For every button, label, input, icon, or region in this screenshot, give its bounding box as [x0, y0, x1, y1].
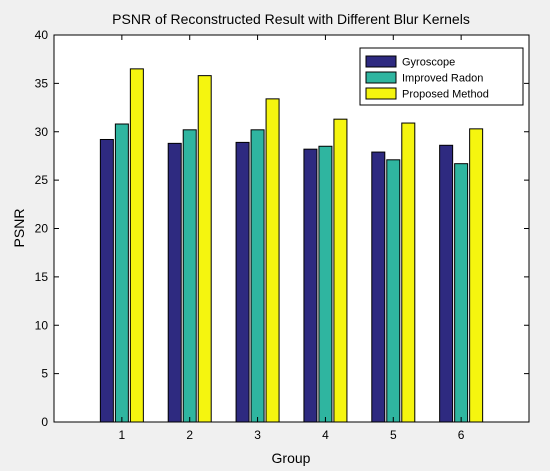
- y-tick-label: 15: [35, 270, 49, 284]
- bar-improved-radon-group-3: [250, 129, 265, 423]
- bar-gyroscope-group-4: [303, 148, 318, 423]
- x-tick-label: 2: [186, 428, 193, 442]
- y-tick-label: 20: [35, 222, 49, 236]
- legend-swatch-improved-radon: [365, 71, 397, 84]
- bar-proposed-method-group-6: [469, 128, 484, 423]
- bar-gyroscope-group-2: [167, 142, 182, 423]
- legend: Gyroscope Improved Radon Proposed Method: [359, 47, 524, 106]
- bar-gyroscope-group-1: [99, 138, 114, 423]
- x-tick-label: 3: [254, 428, 261, 442]
- legend-label-proposed-method: Proposed Method: [402, 89, 489, 101]
- x-tick-label: 1: [119, 428, 126, 442]
- bar-improved-radon-group-4: [318, 145, 333, 423]
- legend-label-gyroscope: Gyroscope: [402, 57, 455, 69]
- x-axis-label: Group: [272, 450, 311, 466]
- legend-swatch-gyroscope: [365, 55, 397, 68]
- bar-proposed-method-group-1: [129, 68, 144, 423]
- bar-proposed-method-group-5: [401, 122, 416, 423]
- bar-improved-radon-group-2: [182, 129, 197, 423]
- y-axis-ticks: 0 5 10 15 20 25 30 35 40: [35, 28, 529, 429]
- bar-proposed-method-group-3: [265, 98, 280, 423]
- bar-improved-radon-group-1: [114, 123, 129, 423]
- y-tick-label: 25: [35, 173, 49, 187]
- bar-improved-radon-group-5: [386, 159, 401, 423]
- bar-proposed-method-group-2: [197, 75, 212, 423]
- y-tick-label: 40: [35, 28, 49, 42]
- legend-swatch-proposed-method: [365, 87, 397, 100]
- legend-label-improved-radon: Improved Radon: [402, 73, 483, 85]
- y-tick-label: 30: [35, 125, 49, 139]
- x-tick-label: 5: [390, 428, 397, 442]
- bar-gyroscope-group-5: [371, 151, 386, 423]
- bar-proposed-method-group-4: [333, 118, 348, 423]
- x-tick-label: 6: [458, 428, 465, 442]
- y-tick-label: 35: [35, 76, 49, 90]
- bar-gyroscope-group-3: [235, 141, 250, 423]
- y-tick-label: 0: [41, 415, 48, 429]
- y-tick-label: 5: [41, 367, 48, 381]
- bar-group: [99, 68, 484, 423]
- x-tick-label: 4: [322, 428, 329, 442]
- chart-title: PSNR of Reconstructed Result with Differ…: [112, 11, 470, 27]
- y-axis-label: PSNR: [11, 209, 27, 248]
- bar-improved-radon-group-6: [454, 163, 469, 423]
- x-axis-ticks: 1 2 3 4 5 6: [119, 35, 465, 442]
- bar-gyroscope-group-6: [439, 144, 454, 423]
- y-tick-label: 10: [35, 318, 49, 332]
